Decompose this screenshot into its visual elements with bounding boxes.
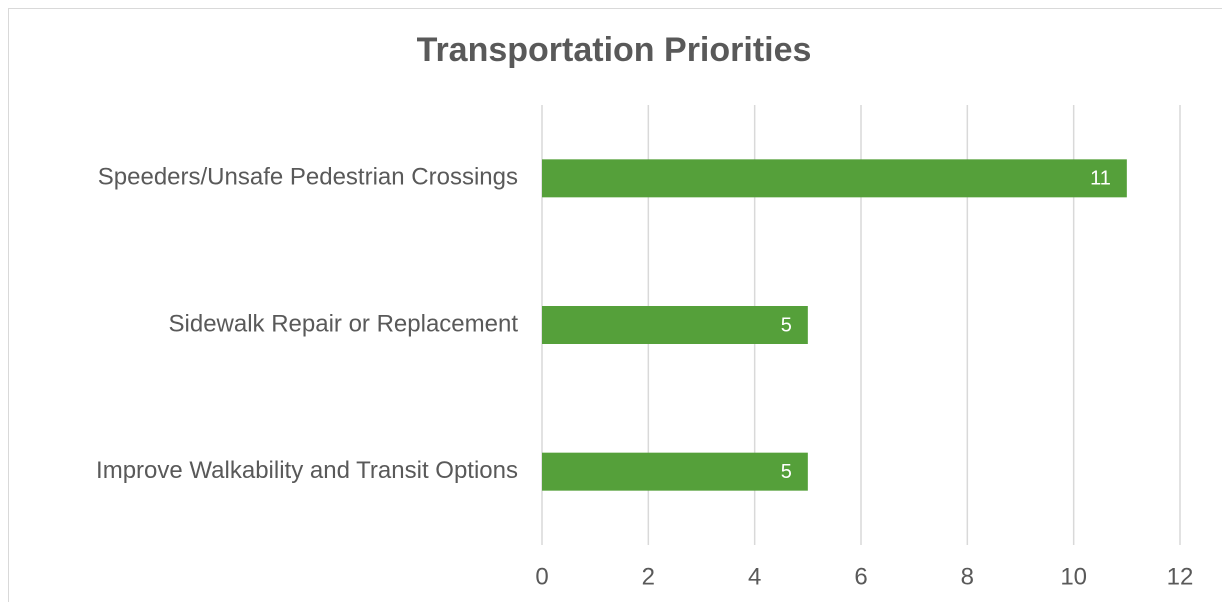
data-label: 11 [1090,168,1111,190]
x-tick-label: 4 [748,563,761,590]
x-tick-label: 8 [961,563,974,590]
bar [542,159,1127,198]
x-tick-label: 0 [535,563,548,590]
chart-border [8,8,1222,602]
data-label: 5 [781,314,792,336]
y-tick-label: Speeders/Unsafe Pedestrian Crossings [98,164,518,191]
y-tick-label: Improve Walkability and Transit Options [96,457,518,484]
data-label: 5 [781,461,792,483]
bar [542,306,808,344]
y-tick-label: Sidewalk Repair or Replacement [169,310,519,337]
x-tick-label: 10 [1060,563,1087,590]
x-tick-label: 6 [854,563,867,590]
x-tick-label: 2 [642,563,655,590]
chart-title: Transportation Priorities [417,31,812,69]
x-tick-label: 12 [1167,563,1194,590]
bar [542,452,808,491]
